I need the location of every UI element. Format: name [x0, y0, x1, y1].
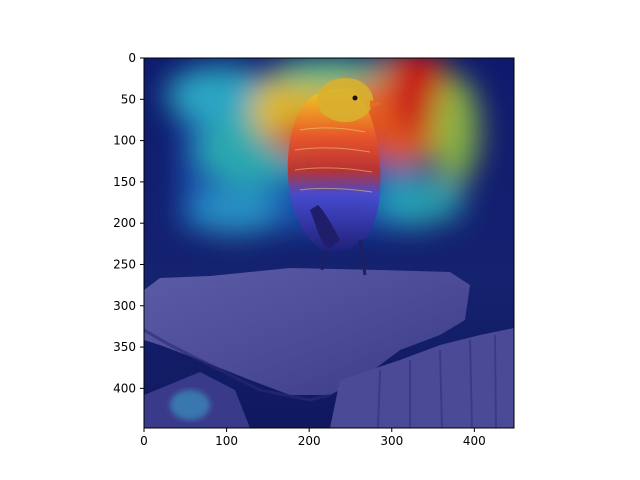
x-axis: 0 100 200 300 400	[140, 428, 486, 448]
y-tick-label: 50	[121, 92, 136, 106]
y-tick-label: 400	[113, 381, 136, 395]
x-tick-label: 0	[140, 434, 148, 448]
y-tick-label: 150	[113, 175, 136, 189]
y-tick-label: 0	[128, 51, 136, 65]
y-tick-label: 350	[113, 340, 136, 354]
y-axis: 0 50 100 150 200 250 300 350 400	[113, 51, 144, 395]
x-tick-label: 200	[298, 434, 321, 448]
x-tick-label: 400	[463, 434, 486, 448]
x-tick-label: 300	[380, 434, 403, 448]
y-tick-label: 200	[113, 216, 136, 230]
y-tick-label: 100	[113, 134, 136, 148]
y-tick-label: 300	[113, 299, 136, 313]
heatmap-image	[144, 58, 514, 428]
y-tick-label: 250	[113, 257, 136, 271]
plot-frame	[143, 57, 515, 429]
bird-figure	[287, 78, 382, 276]
x-tick-label: 100	[215, 434, 238, 448]
